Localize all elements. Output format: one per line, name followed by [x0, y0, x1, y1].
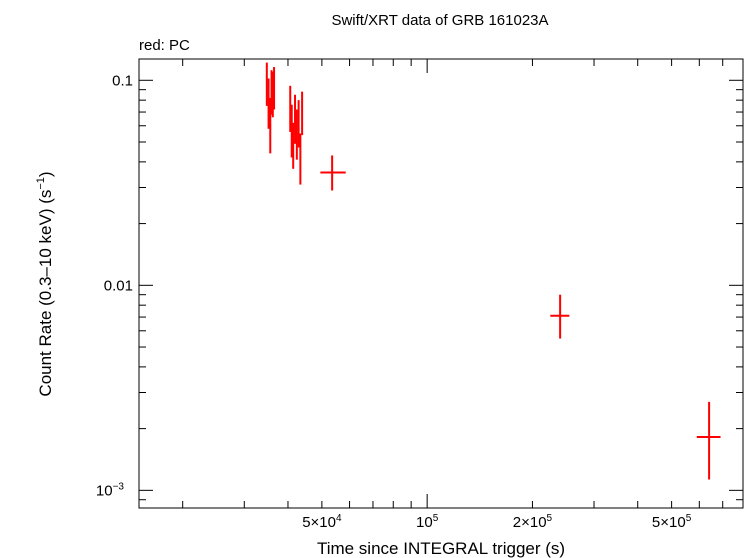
data-point — [269, 97, 272, 154]
y-tick-label-exponent: −3 — [113, 481, 125, 492]
data-point — [696, 401, 721, 480]
data-point — [292, 122, 295, 169]
data-point — [273, 67, 276, 110]
plot-frame — [138, 58, 744, 509]
x-tick-label-exponent: 5 — [686, 513, 692, 524]
data-point — [320, 155, 346, 191]
data-point — [295, 109, 298, 160]
y-tick-label: 0.01 — [104, 277, 133, 294]
x-tick-label: 105 — [416, 513, 439, 531]
y-axis-label-end: ) — [36, 171, 55, 177]
data-point — [267, 78, 270, 129]
data-points — [265, 62, 721, 480]
data-point — [299, 133, 302, 185]
x-tick-label: 2×105 — [513, 513, 553, 531]
data-point — [297, 100, 300, 148]
data-point — [265, 62, 268, 106]
data-point — [550, 294, 570, 339]
x-tick-label-mantissa: 10 — [416, 514, 433, 531]
x-tick-label-mantissa: 5×10 — [302, 514, 336, 531]
x-tick-label-mantissa: 2×10 — [513, 514, 547, 531]
axis-ticks — [139, 59, 744, 508]
chart-subtitle: red: PC — [139, 37, 190, 54]
x-axis-label: Time since INTEGRAL trigger (s) — [317, 539, 565, 558]
chart-title: Swift/XRT data of GRB 161023A — [331, 12, 548, 29]
y-axis-label-sup: −1 — [35, 177, 47, 190]
y-tick-label-mantissa: 0.1 — [112, 72, 133, 89]
x-tick-label-exponent: 4 — [336, 513, 342, 524]
data-point — [294, 94, 297, 144]
y-tick-label: 10−3 — [96, 481, 125, 499]
y-tick-label-mantissa: 10 — [96, 482, 113, 499]
y-axis-label-main: Count Rate (0.3–10 keV) (s — [36, 190, 55, 397]
data-point — [301, 91, 304, 136]
x-tick-label-mantissa: 5×10 — [652, 514, 686, 531]
x-tick-label-exponent: 5 — [433, 513, 439, 524]
x-tick-label: 5×105 — [652, 513, 692, 531]
x-tick-label: 5×104 — [302, 513, 342, 531]
x-tick-label-exponent: 5 — [547, 513, 553, 524]
y-tick-label-mantissa: 0.01 — [104, 277, 133, 294]
y-axis-label: Count Rate (0.3–10 keV) (s−1) — [35, 171, 55, 396]
y-tick-label: 0.1 — [112, 72, 133, 89]
